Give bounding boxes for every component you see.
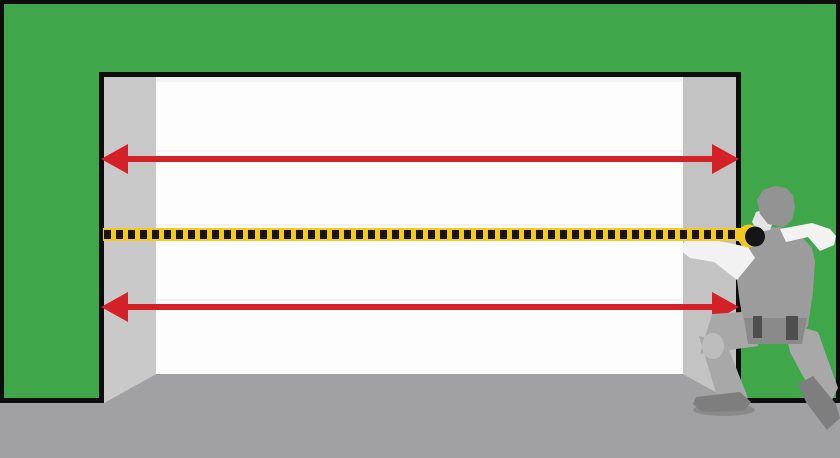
front-shoe — [693, 392, 751, 412]
installer-figure — [680, 186, 840, 430]
back-shoe — [798, 376, 840, 430]
outer-border-top — [0, 0, 840, 4]
tape-case-body — [745, 226, 765, 247]
right-arm — [780, 223, 836, 251]
measuring-tape — [103, 228, 751, 241]
knee-highlight — [702, 333, 724, 359]
lintel-shadow-line — [104, 77, 736, 82]
width-arrow-upper — [101, 144, 739, 174]
door-panel-seam-1 — [156, 150, 683, 152]
door-panel-seam-3 — [156, 299, 683, 301]
door-panel-seam-2 — [156, 224, 683, 226]
wall-left — [4, 4, 99, 399]
upper-arrow-shaft — [124, 156, 716, 162]
opening-frame-top — [99, 72, 741, 77]
lower-arrow-head-left — [101, 292, 128, 322]
wall-base-border-left — [0, 398, 104, 403]
torso — [736, 227, 815, 336]
belt-pouch-right — [786, 316, 798, 340]
outer-border-left — [0, 0, 4, 403]
wall-top — [4, 4, 836, 72]
wall-base-border-right — [736, 398, 840, 403]
upper-arrow-head-left — [101, 144, 128, 174]
opening-frame-left — [99, 72, 104, 403]
garage-floor — [0, 374, 840, 458]
hair — [757, 186, 795, 227]
lower-arrow-shaft — [124, 304, 716, 310]
upper-arrow-head-right — [712, 144, 739, 174]
outer-border-right — [836, 0, 840, 403]
back-leg — [784, 322, 838, 412]
belt-pouch-left — [753, 316, 762, 338]
left-arm — [680, 235, 755, 280]
